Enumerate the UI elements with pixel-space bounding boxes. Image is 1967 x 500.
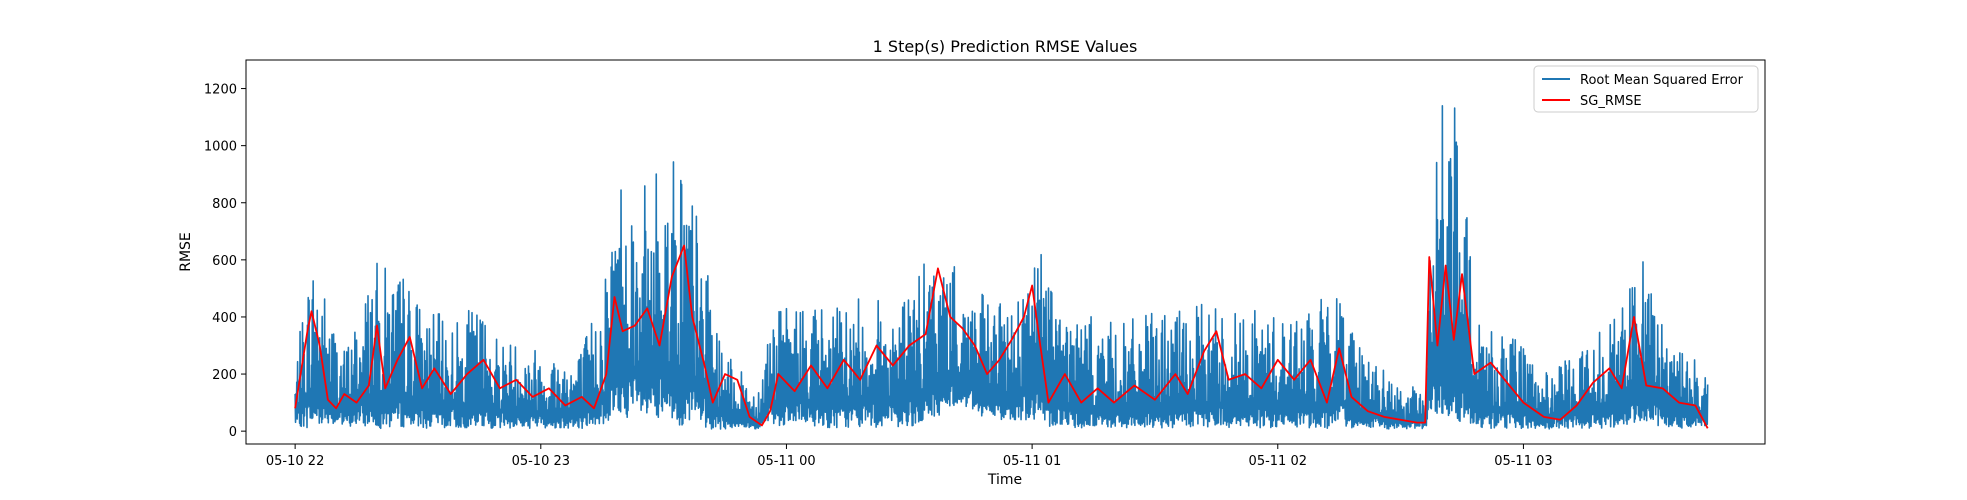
x-tick-label: 05-10 22 — [266, 454, 324, 469]
legend-label-sg-rmse: SG_RMSE — [1580, 94, 1642, 109]
x-tick-label: 05-11 01 — [1003, 454, 1061, 469]
x-tick-label: 05-11 00 — [757, 454, 815, 469]
x-axis-title: Time — [987, 472, 1022, 488]
y-tick-label: 0 — [229, 425, 237, 440]
x-axis-ticks: 05-10 22 05-10 23 05-11 00 05-11 01 05-11 02… — [266, 444, 1553, 469]
x-tick-label: 05-10 23 — [512, 454, 570, 469]
chart-title: 1 Step(s) Prediction RMSE Values — [873, 37, 1138, 56]
legend: Root Mean Squared Error SG_RMSE — [1533, 65, 1759, 113]
y-tick-label: 1200 — [204, 83, 237, 98]
y-tick-label: 800 — [212, 197, 237, 212]
y-axis-title: RMSE — [178, 232, 194, 272]
y-tick-label: 200 — [212, 368, 237, 383]
y-axis-ticks: 0 200 400 600 800 1000 1200 — [204, 83, 246, 440]
series-line-sg-rmse — [294, 244, 1709, 429]
y-tick-label: 1000 — [204, 140, 237, 155]
y-tick-label: 600 — [212, 254, 237, 269]
legend-label-rmse: Root Mean Squared Error — [1580, 73, 1744, 88]
x-tick-label: 05-11 03 — [1494, 454, 1552, 469]
x-tick-label: 05-11 02 — [1249, 454, 1307, 469]
series-line-rmse — [294, 104, 1709, 430]
series-group — [294, 104, 1709, 430]
y-tick-label: 400 — [212, 311, 237, 326]
legend-frame — [1533, 65, 1759, 113]
